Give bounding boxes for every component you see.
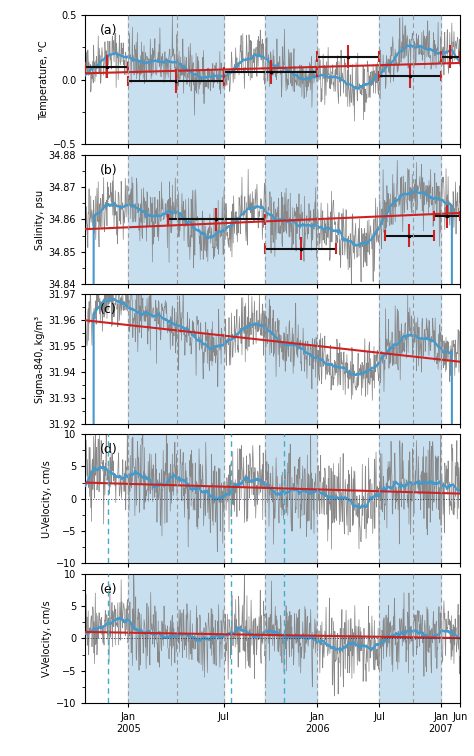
Bar xyxy=(265,434,318,563)
Y-axis label: Sigma-840, kg/m³: Sigma-840, kg/m³ xyxy=(35,315,45,403)
Bar xyxy=(379,15,441,144)
Bar xyxy=(128,294,224,424)
Y-axis label: V-Velocity, cm/s: V-Velocity, cm/s xyxy=(42,600,52,677)
Bar xyxy=(128,155,224,284)
Bar xyxy=(379,294,441,424)
Bar xyxy=(379,434,441,563)
Text: (a): (a) xyxy=(100,24,118,37)
Bar xyxy=(128,574,224,703)
Bar xyxy=(128,15,224,144)
Bar xyxy=(265,294,318,424)
Bar xyxy=(265,574,318,703)
Y-axis label: U-Velocity, cm/s: U-Velocity, cm/s xyxy=(42,460,52,538)
Bar xyxy=(379,574,441,703)
Bar xyxy=(128,434,224,563)
Bar xyxy=(265,155,318,284)
Bar xyxy=(265,15,318,144)
Text: (b): (b) xyxy=(100,164,118,177)
Text: (e): (e) xyxy=(100,583,118,596)
Bar xyxy=(379,155,441,284)
Y-axis label: Salinity, psu: Salinity, psu xyxy=(35,189,45,249)
Y-axis label: Temperature, °C: Temperature, °C xyxy=(38,40,49,119)
Text: (d): (d) xyxy=(100,443,118,456)
Text: (c): (c) xyxy=(100,303,117,317)
